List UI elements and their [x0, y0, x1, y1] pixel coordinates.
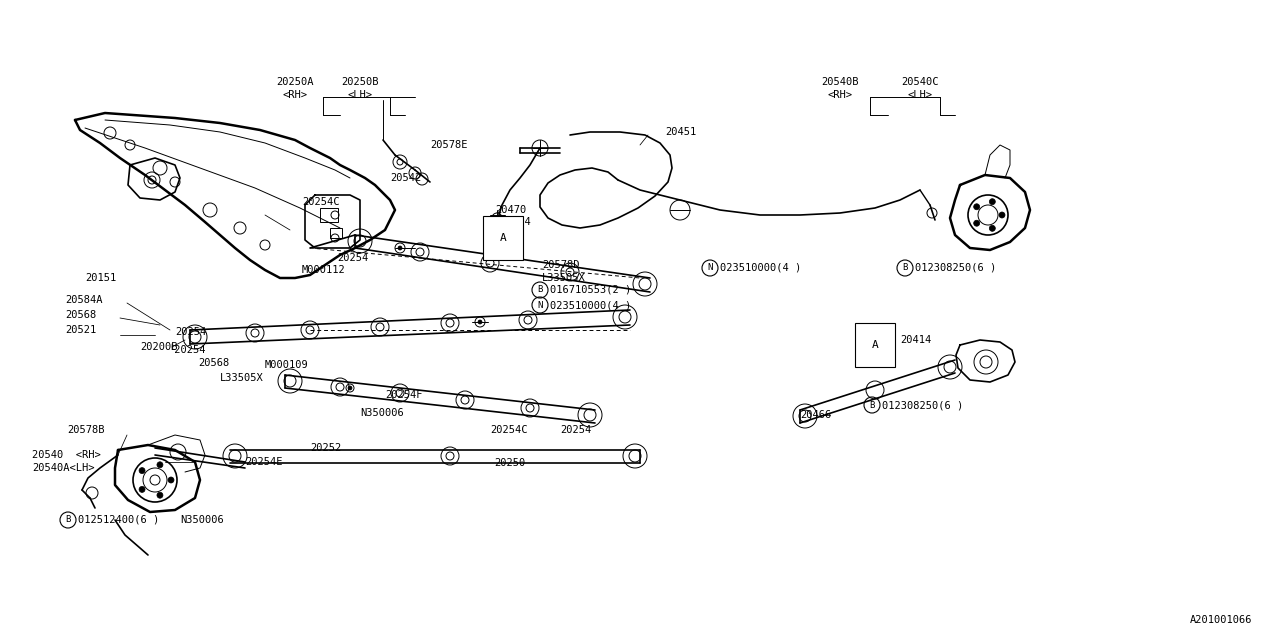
- Circle shape: [398, 246, 402, 250]
- Text: B: B: [538, 285, 543, 294]
- Circle shape: [998, 212, 1005, 218]
- Text: A: A: [872, 340, 878, 350]
- Text: N350006: N350006: [180, 515, 224, 525]
- Text: M000109: M000109: [265, 360, 308, 370]
- Text: L33505X: L33505X: [220, 373, 264, 383]
- Text: 023510000(4 ): 023510000(4 ): [550, 300, 631, 310]
- Text: 20254E: 20254E: [244, 457, 283, 467]
- Text: N: N: [538, 301, 543, 310]
- Text: B: B: [65, 515, 70, 525]
- Text: B: B: [902, 264, 908, 273]
- Text: 20254: 20254: [561, 425, 591, 435]
- Circle shape: [989, 225, 996, 231]
- Text: 20254C: 20254C: [302, 197, 340, 207]
- Text: 20470: 20470: [495, 205, 526, 215]
- Circle shape: [157, 492, 163, 498]
- Circle shape: [168, 477, 174, 483]
- Text: 012512400(6 ): 012512400(6 ): [78, 515, 159, 525]
- Circle shape: [140, 468, 145, 474]
- Text: 012308250(6 ): 012308250(6 ): [915, 263, 996, 273]
- Text: M250054: M250054: [488, 217, 531, 227]
- Text: 20466: 20466: [800, 410, 831, 420]
- Text: <RH>: <RH>: [283, 90, 307, 100]
- Text: 20254C: 20254C: [490, 425, 527, 435]
- Text: 20584A: 20584A: [65, 295, 102, 305]
- Text: 20250B: 20250B: [342, 77, 379, 87]
- Text: 20254: 20254: [175, 327, 206, 337]
- Text: 016710553(2 ): 016710553(2 ): [550, 285, 631, 295]
- Bar: [330, 228, 342, 238]
- Text: 20540A<LH>: 20540A<LH>: [32, 463, 95, 473]
- Text: B: B: [869, 401, 874, 410]
- Text: 20578E: 20578E: [430, 140, 467, 150]
- Text: 023510000(4 ): 023510000(4 ): [719, 263, 801, 273]
- Text: 20578D: 20578D: [541, 260, 580, 270]
- Text: 012308250(6 ): 012308250(6 ): [882, 400, 964, 410]
- Text: M000112: M000112: [301, 265, 346, 275]
- Text: 20568: 20568: [65, 310, 96, 320]
- Text: <RH>: <RH>: [827, 90, 852, 100]
- Bar: [320, 208, 338, 222]
- Text: 20250: 20250: [494, 458, 526, 468]
- Text: <LH>: <LH>: [908, 90, 933, 100]
- Text: 20542: 20542: [390, 173, 421, 183]
- Text: A: A: [499, 233, 507, 243]
- Text: 20200B: 20200B: [140, 342, 178, 352]
- Text: <LH>: <LH>: [347, 90, 372, 100]
- Text: L33505X: L33505X: [541, 273, 586, 283]
- Text: 20250A: 20250A: [276, 77, 314, 87]
- Text: N350006: N350006: [360, 408, 403, 418]
- Circle shape: [974, 220, 979, 226]
- Text: 20151: 20151: [84, 273, 116, 283]
- Text: N: N: [708, 264, 713, 273]
- Text: 20521: 20521: [65, 325, 96, 335]
- Text: 20578B: 20578B: [67, 425, 105, 435]
- Circle shape: [477, 320, 483, 324]
- Text: 20568: 20568: [198, 358, 229, 368]
- Text: 20540B: 20540B: [822, 77, 859, 87]
- Circle shape: [140, 486, 145, 492]
- Circle shape: [989, 198, 996, 205]
- Circle shape: [157, 462, 163, 468]
- Text: 20451: 20451: [666, 127, 696, 137]
- Text: A201001066: A201001066: [1189, 615, 1252, 625]
- Text: 20254: 20254: [337, 253, 369, 263]
- Text: 20540C: 20540C: [901, 77, 938, 87]
- Text: 20252: 20252: [310, 443, 342, 453]
- Text: 20414: 20414: [900, 335, 932, 345]
- Circle shape: [348, 386, 352, 390]
- Circle shape: [974, 204, 979, 210]
- Text: 20254F: 20254F: [385, 390, 422, 400]
- Text: 20540  <RH>: 20540 <RH>: [32, 450, 101, 460]
- Text: └20254: └20254: [168, 345, 206, 355]
